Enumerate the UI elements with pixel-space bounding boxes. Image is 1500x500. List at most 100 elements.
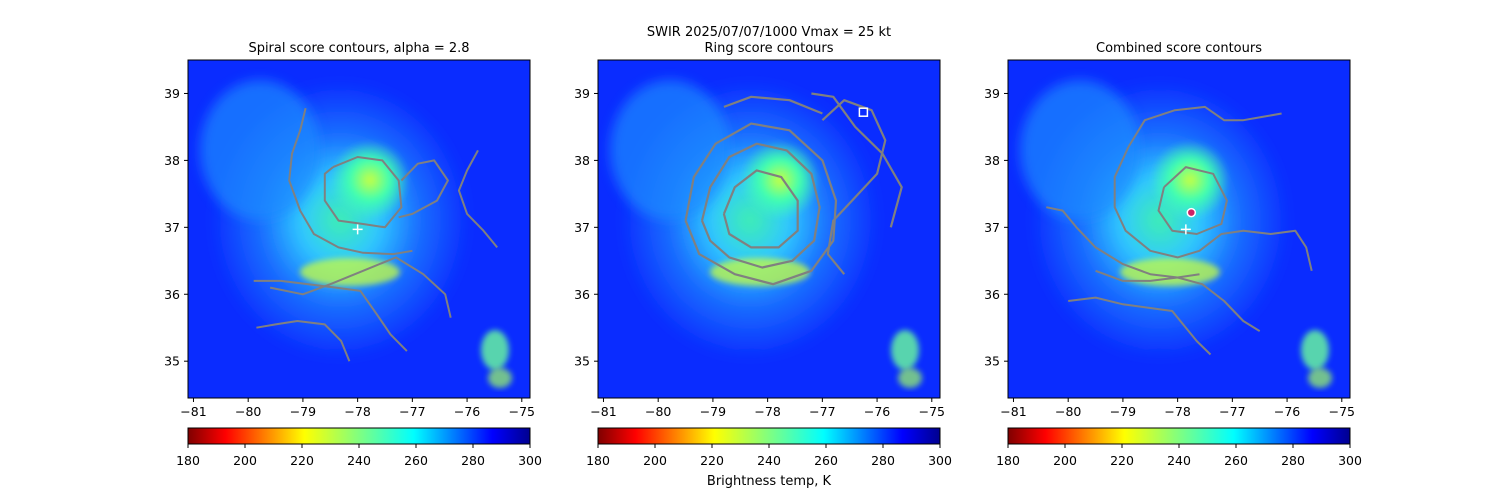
colorbar-tick-label: 240 xyxy=(347,453,371,468)
colorbar-tick-label: 280 xyxy=(871,453,895,468)
colorbar-tick-label: 260 xyxy=(814,453,838,468)
panel-spiral: Spiral score contours, alpha = 2.8 −81 −8… xyxy=(164,41,535,419)
x-tick-label: −76 xyxy=(1274,404,1300,419)
x-tick-label: −76 xyxy=(864,404,890,419)
contour-line xyxy=(722,169,799,249)
y-tick-label: 35 xyxy=(164,354,180,369)
x-tick-label: −77 xyxy=(1219,404,1245,419)
contour-line xyxy=(269,256,452,318)
contour-line xyxy=(1095,269,1261,332)
contour-line xyxy=(811,92,903,228)
colorbar-0: 180 200 220 240 260 280 300 xyxy=(176,427,542,468)
axes-frame xyxy=(597,59,941,399)
colorbar-1: 180 200 220 240 260 280 300 Brightness temp, K xyxy=(586,427,952,489)
contour-line xyxy=(253,279,408,352)
satellite-image xyxy=(598,60,940,398)
satellite-image xyxy=(1008,60,1350,398)
x-tick-label: −79 xyxy=(1110,404,1136,419)
y-tick-label: 37 xyxy=(574,220,590,235)
colorbar-tick-label: 220 xyxy=(700,453,724,468)
square-marker xyxy=(858,107,869,117)
contour-line xyxy=(398,159,449,219)
panel-ring: Ring score contours −81 −80 −79 −78 −77 −76 −7… xyxy=(574,41,945,419)
colorbar-ticks: 180 200 220 240 260 280 300 xyxy=(586,444,952,468)
marker-layer xyxy=(352,224,363,235)
colorbar-tick-label: 280 xyxy=(1281,453,1305,468)
y-tick-label: 39 xyxy=(164,86,180,101)
contour-line xyxy=(1046,206,1200,279)
y-tick-label: 35 xyxy=(574,354,590,369)
panel-title: Ring score contours xyxy=(704,41,833,56)
colorbar-tick-label: 180 xyxy=(176,453,200,468)
x-tick-label: −80 xyxy=(645,404,671,419)
y-tick-label: 37 xyxy=(164,220,180,235)
figure-suptitle: SWIR 2025/07/07/1000 Vmax = 25 kt xyxy=(647,25,891,40)
y-tick-label: 35 xyxy=(984,354,1000,369)
panel-title: Spiral score contours, alpha = 2.8 xyxy=(248,41,469,56)
tick-layer: −81 −80 −79 −78 −77 −76 −75 35 36 37 38 39 xyxy=(574,86,945,419)
y-tick-label: 37 xyxy=(984,220,1000,235)
panel-combined: Combined score contours −81 −80 −79 −78 −77−… xyxy=(984,41,1355,419)
colorbar-ticks: 180 200 220 240 260 280 300 xyxy=(176,444,542,468)
contour-line xyxy=(723,95,823,115)
contour-line xyxy=(700,142,821,269)
colorbar-tick-label: 200 xyxy=(233,453,257,468)
y-tick-label: 38 xyxy=(984,153,1000,168)
colorbar-2: 180 200 220 240 260 280 300 xyxy=(996,427,1362,468)
contour-line xyxy=(821,99,887,275)
contour-line xyxy=(288,107,413,256)
contour-line xyxy=(1157,166,1228,235)
x-tick-label: −75 xyxy=(919,404,945,419)
contour-line xyxy=(1113,146,1313,272)
tick-layer: −81 −80 −79 −78 −77 −76 −75 35 36 37 38 39 xyxy=(164,86,535,419)
colorbar-tick-label: 280 xyxy=(461,453,485,468)
colorbar-tick-label: 220 xyxy=(290,453,314,468)
colorbar-tick-label: 300 xyxy=(928,453,952,468)
x-tick-label: −77 xyxy=(399,404,425,419)
colorbar-tick-label: 220 xyxy=(1110,453,1134,468)
tick-layer: −81 −80 −79 −78 −77 −76 −75 35 36 37 38 39 xyxy=(984,86,1355,419)
contour-line xyxy=(323,156,403,229)
x-tick-label: −76 xyxy=(454,404,480,419)
y-tick-label: 36 xyxy=(574,287,590,302)
colorbar-label: Brightness temp, K xyxy=(707,474,832,489)
contour-layer xyxy=(684,92,903,286)
colorbar-tick-label: 240 xyxy=(1167,453,1191,468)
x-tick-label: −78 xyxy=(344,404,370,419)
x-tick-label: −79 xyxy=(700,404,726,419)
panel-title: Combined score contours xyxy=(1096,41,1262,56)
colorbar-gradient xyxy=(1007,427,1351,445)
x-tick-label: −75 xyxy=(509,404,535,419)
y-tick-label: 39 xyxy=(574,86,590,101)
colorbar-ticks: 180 200 220 240 260 280 300 xyxy=(996,444,1362,468)
colorbar-tick-label: 180 xyxy=(996,453,1020,468)
y-tick-label: 36 xyxy=(984,287,1000,302)
marker-layer xyxy=(858,107,869,117)
axes-frame xyxy=(1007,59,1351,399)
x-tick-label: −80 xyxy=(1055,404,1081,419)
colorbar-gradient xyxy=(187,427,531,445)
y-tick-label: 38 xyxy=(574,153,590,168)
center-plus-marker xyxy=(352,224,363,235)
satellite-image xyxy=(188,60,530,398)
y-tick-label: 38 xyxy=(164,153,180,168)
colorbar-tick-label: 200 xyxy=(643,453,667,468)
y-tick-label: 39 xyxy=(984,86,1000,101)
contour-line xyxy=(1127,105,1282,148)
contour-line xyxy=(1068,296,1212,356)
colorbar-tick-label: 240 xyxy=(757,453,781,468)
contour-line xyxy=(684,122,838,286)
colorbar-tick-label: 260 xyxy=(1224,453,1248,468)
x-tick-label: −80 xyxy=(235,404,261,419)
marker-layer xyxy=(1180,207,1197,235)
x-tick-label: −77 xyxy=(809,404,835,419)
colorbar-tick-label: 260 xyxy=(404,453,428,468)
colorbar-tick-label: 200 xyxy=(1053,453,1077,468)
axes-frame xyxy=(187,59,531,399)
colorbar-tick-label: 180 xyxy=(586,453,610,468)
x-tick-label: −75 xyxy=(1329,404,1355,419)
circle-marker xyxy=(1186,207,1197,218)
contour-line xyxy=(256,320,351,362)
colorbar-tick-label: 300 xyxy=(518,453,542,468)
